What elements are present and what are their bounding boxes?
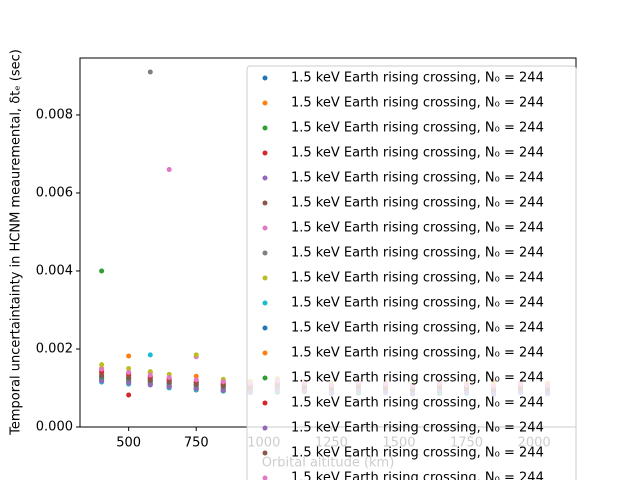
- point: [166, 374, 172, 380]
- y-tick-label: 0.004: [36, 263, 73, 278]
- point: [99, 268, 105, 274]
- legend-label: 1.5 keV Earth rising crossing, N₀ = 244: [291, 196, 544, 211]
- legend-marker: [262, 325, 268, 331]
- legend-label: 1.5 keV Earth rising crossing, N₀ = 244: [291, 371, 544, 386]
- point: [126, 380, 132, 386]
- point: [147, 377, 153, 383]
- legend-label: 1.5 keV Earth rising crossing, N₀ = 244: [291, 221, 544, 236]
- point: [193, 386, 199, 392]
- point: [193, 381, 199, 387]
- legend-marker: [262, 175, 268, 181]
- point: [126, 375, 132, 381]
- legend-marker: [262, 425, 268, 431]
- legend-marker: [262, 375, 268, 381]
- legend-label: 1.5 keV Earth rising crossing, N₀ = 244: [291, 321, 544, 336]
- y-tick-label: 0.002: [36, 341, 73, 356]
- legend-marker: [262, 350, 268, 356]
- point: [147, 372, 153, 378]
- legend-marker: [262, 275, 268, 281]
- point: [193, 377, 199, 383]
- legend-label: 1.5 keV Earth rising crossing, N₀ = 244: [291, 396, 544, 411]
- point: [166, 167, 172, 173]
- legend-label: 1.5 keV Earth rising crossing, N₀ = 244: [291, 446, 544, 461]
- legend-marker: [262, 400, 268, 406]
- legend: 1.5 keV Earth rising crossing, N₀ = 244 1…: [246, 65, 577, 480]
- legend-marker: [262, 225, 268, 231]
- point: [193, 352, 199, 358]
- point: [220, 379, 226, 385]
- legend-label: 1.5 keV Earth rising crossing, N₀ = 244: [291, 146, 544, 161]
- legend-marker: [262, 125, 268, 131]
- legend-marker: [262, 75, 268, 81]
- legend-label: 1.5 keV Earth rising crossing, N₀ = 244: [291, 346, 544, 361]
- point: [220, 387, 226, 393]
- legend-marker: [262, 200, 268, 206]
- y-tick-label: 0.006: [36, 185, 73, 200]
- legend-marker: [262, 150, 268, 156]
- point: [220, 383, 226, 389]
- point: [126, 353, 132, 359]
- legend-label: 1.5 keV Earth rising crossing, N₀ = 244: [291, 246, 544, 261]
- x-tick-label: 750: [184, 436, 209, 451]
- point: [147, 352, 153, 358]
- point: [166, 379, 172, 385]
- legend-frame: [246, 65, 577, 480]
- point: [147, 382, 153, 388]
- legend-label: 1.5 keV Earth rising crossing, N₀ = 244: [291, 121, 544, 136]
- legend-marker: [262, 250, 268, 256]
- y-axis-label: Temporal uncertaintainty in HCNM meaurem…: [9, 49, 24, 436]
- legend-marker: [262, 300, 268, 306]
- point: [99, 366, 105, 372]
- point: [126, 392, 132, 398]
- legend-label: 1.5 keV Earth rising crossing, N₀ = 244: [291, 471, 544, 480]
- legend-marker: [262, 475, 268, 480]
- point: [193, 373, 199, 379]
- point: [147, 69, 153, 75]
- point: [99, 378, 105, 384]
- y-tick-label: 0.000: [36, 420, 73, 435]
- point: [126, 369, 132, 375]
- legend-marker: [262, 450, 268, 456]
- legend-label: 1.5 keV Earth rising crossing, N₀ = 244: [291, 271, 544, 286]
- x-tick-label: 500: [116, 436, 141, 451]
- point: [99, 362, 105, 368]
- point: [147, 369, 153, 375]
- point: [99, 373, 105, 379]
- legend-label: 1.5 keV Earth rising crossing, N₀ = 244: [291, 96, 544, 111]
- y-tick-label: 0.008: [36, 107, 73, 122]
- legend-marker: [262, 100, 268, 106]
- point: [166, 384, 172, 390]
- legend-label: 1.5 keV Earth rising crossing, N₀ = 244: [291, 171, 544, 186]
- point: [126, 365, 132, 371]
- legend-label: 1.5 keV Earth rising crossing, N₀ = 244: [291, 421, 544, 436]
- legend-label: 1.5 keV Earth rising crossing, N₀ = 244: [291, 296, 544, 311]
- legend-label: 1.5 keV Earth rising crossing, N₀ = 244: [291, 71, 544, 86]
